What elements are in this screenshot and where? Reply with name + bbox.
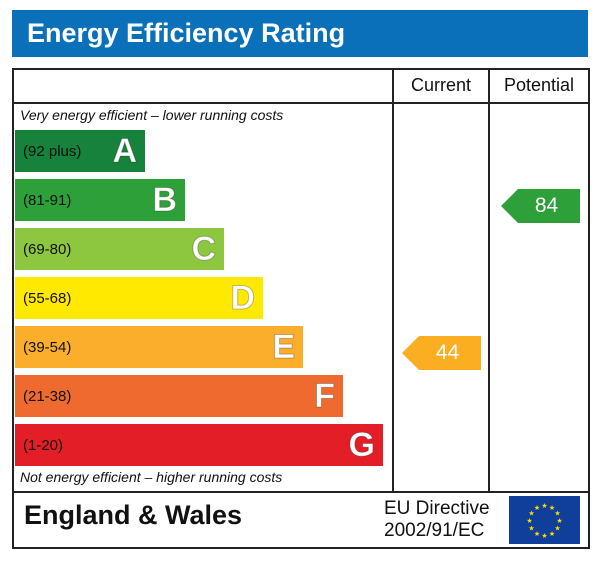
band-letter: G (348, 425, 375, 464)
page-title: Energy Efficiency Rating (12, 10, 588, 57)
band-range: (39-54) (23, 338, 72, 356)
potential-rating-arrow: 84 (501, 189, 580, 223)
star-icon: ★ (554, 510, 560, 518)
band-bar-b: (81-91) B (15, 179, 185, 221)
band-bar-e: (39-54) E (15, 326, 303, 368)
potential-column-header: Potential (503, 75, 575, 95)
band-bar-a: (92 plus) A (15, 130, 145, 172)
eu-directive: EU Directive 2002/91/EC (384, 498, 490, 542)
band-letter: A (112, 131, 138, 170)
band-letter: E (272, 327, 296, 366)
divider (12, 102, 590, 104)
eu-flag-icon: ★ ★ ★ ★ ★ ★ ★ ★ ★ ★ ★ ★ (509, 496, 580, 544)
region-label: England & Wales (24, 500, 243, 530)
directive-line2: 2002/91/EC (384, 520, 485, 541)
rating-table (12, 68, 590, 549)
star-icon: ★ (541, 532, 547, 540)
current-rating-arrow: 44 (402, 336, 481, 370)
band-letter: C (191, 229, 217, 268)
band-bar-f: (21-38) F (15, 375, 343, 417)
band-bar-g: (1-20) G (15, 424, 383, 466)
star-icon: ★ (549, 504, 555, 512)
band-range: (69-80) (23, 240, 72, 258)
directive-line1: EU Directive (384, 498, 490, 519)
current-column-header: Current (410, 75, 472, 95)
divider (12, 491, 590, 493)
top-note: Very energy efficient – lower running co… (20, 107, 284, 123)
star-icon: ★ (554, 525, 560, 533)
band-letter: F (314, 376, 336, 415)
star-icon: ★ (526, 517, 532, 525)
band-range: (21-38) (23, 387, 72, 405)
bottom-note: Not energy efficient – higher running co… (20, 469, 283, 485)
band-letter: D (230, 278, 256, 317)
star-icon: ★ (528, 525, 534, 533)
band-range: (92 plus) (23, 142, 82, 160)
band-range: (1-20) (23, 436, 64, 454)
band-bar-c: (69-80) C (15, 228, 224, 270)
star-icon: ★ (549, 530, 555, 538)
band-letter: B (152, 180, 178, 219)
band-bar-d: (55-68) D (15, 277, 263, 319)
star-icon: ★ (534, 504, 540, 512)
divider (488, 68, 490, 493)
star-icon: ★ (528, 510, 534, 518)
band-range: (55-68) (23, 289, 72, 307)
star-icon: ★ (534, 530, 540, 538)
star-icon: ★ (541, 502, 547, 510)
divider (392, 68, 394, 493)
star-icon: ★ (556, 517, 562, 525)
band-range: (81-91) (23, 191, 72, 209)
